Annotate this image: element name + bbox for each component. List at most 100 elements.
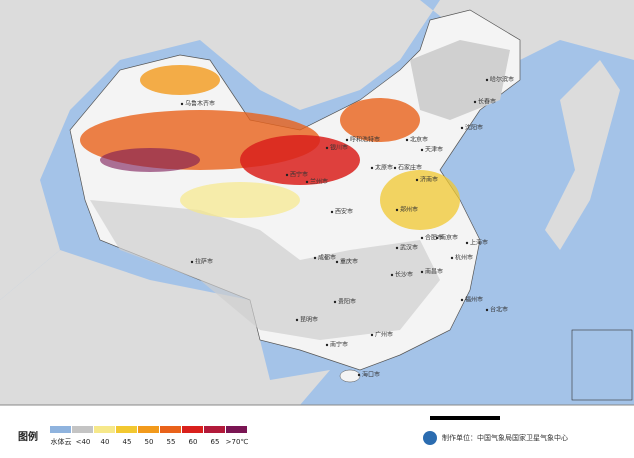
legend-label: 60: [189, 438, 198, 446]
legend-swatch: [72, 426, 93, 433]
city-label: 武汉市: [400, 244, 418, 252]
city-label: 天津市: [425, 146, 443, 154]
city-dot: [393, 166, 397, 170]
city-dot: [395, 208, 399, 212]
city-label: 北京市: [410, 136, 428, 144]
city-label: 福州市: [465, 296, 483, 304]
city-dot: [395, 246, 399, 250]
legend-swatch: [94, 426, 115, 433]
heat-area: [380, 170, 460, 230]
city-label: 广州市: [375, 331, 393, 339]
neighbor-land: [0, 0, 634, 300]
legend-swatch: [50, 426, 71, 433]
city-dot: [473, 100, 477, 104]
city-label: 昆明市: [300, 316, 318, 324]
city-dot: [330, 210, 334, 214]
city-label: 贵阳市: [338, 298, 356, 306]
city-label: 上海市: [470, 239, 488, 247]
heat-area: [100, 148, 200, 172]
legend: 水体云 <40 40 45 50 55 60 65 >70℃: [50, 426, 248, 446]
cloud-region: [410, 40, 510, 120]
city-label: 南宁市: [330, 341, 348, 349]
legend-swatch: [226, 426, 247, 433]
city-dot: [357, 373, 361, 377]
city-dot: [390, 273, 394, 277]
credit: 制作单位：中国气象局国家卫星气象中心: [442, 433, 568, 442]
logo: [423, 431, 437, 445]
city-label: 杭州市: [455, 254, 473, 262]
city-label: 乌鲁木齐市: [185, 100, 215, 108]
neighbor-land: [0, 250, 330, 405]
city-label: 呼和浩特市: [350, 136, 380, 144]
legend-label: >70℃: [226, 438, 249, 446]
city-dot: [313, 256, 317, 260]
city-dot: [285, 173, 289, 177]
city-label: 南昌市: [425, 268, 443, 276]
cloud-region: [90, 200, 440, 340]
legend-label: 55: [167, 438, 176, 446]
city-label: 海口市: [362, 371, 380, 379]
scale-bar: [430, 416, 500, 420]
city-dot: [305, 180, 309, 184]
city-label: 郑州市: [400, 206, 418, 214]
legend-swatch: [160, 426, 181, 433]
legend-label: 50: [145, 438, 154, 446]
heat-area: [240, 135, 360, 185]
city-dot: [345, 138, 349, 142]
legend-label: 水体云: [51, 437, 72, 446]
heat-area: [180, 182, 300, 218]
city-dot: [465, 241, 469, 245]
city-label: 西安市: [335, 208, 353, 216]
legend-label: 45: [123, 438, 132, 446]
city-dot: [485, 308, 489, 312]
city-label: 长沙市: [395, 271, 413, 279]
city-dot: [415, 178, 419, 182]
city-label: 成都市: [318, 254, 336, 262]
city-dot: [420, 236, 424, 240]
city-dot: [460, 126, 464, 130]
south-sea-inset: [571, 329, 633, 401]
city-label: 银川市: [330, 144, 348, 152]
city-dot: [485, 78, 489, 82]
city-label: 沈阳市: [465, 124, 483, 132]
legend-swatch: [204, 426, 225, 433]
japan: [545, 60, 620, 250]
city-dot: [405, 138, 409, 142]
city-dot: [460, 298, 464, 302]
heat-area: [340, 98, 420, 142]
legend-label: 40: [101, 438, 110, 446]
legend-title: 图例: [18, 430, 38, 443]
city-dot: [370, 166, 374, 170]
city-dot: [190, 260, 194, 264]
city-dot: [370, 333, 374, 337]
city-label: 太原市: [375, 164, 393, 172]
city-dot: [180, 102, 184, 106]
city-label: 拉萨市: [195, 258, 213, 266]
city-label: 哈尔滨市: [490, 76, 514, 84]
legend-swatch: [182, 426, 203, 433]
city-dot: [435, 236, 439, 240]
city-dot: [325, 146, 329, 150]
city-dot: [420, 270, 424, 274]
city-label: 重庆市: [340, 258, 358, 266]
city-label: 西宁市: [290, 171, 308, 179]
city-dot: [295, 318, 299, 322]
city-label: 石家庄市: [398, 164, 422, 172]
legend-label: 65: [211, 438, 220, 446]
legend-swatch: [138, 426, 159, 433]
city-label: 南京市: [440, 234, 458, 242]
city-label: 济南市: [420, 176, 438, 184]
city-dot: [450, 256, 454, 260]
city-dot: [335, 260, 339, 264]
city-label: 台北市: [490, 306, 508, 314]
city-label: 长春市: [478, 98, 496, 106]
legend-label: <40: [76, 438, 91, 446]
heat-area: [140, 65, 220, 95]
city-dot: [325, 343, 329, 347]
city-dot: [420, 148, 424, 152]
city-label: 兰州市: [310, 178, 328, 186]
legend-swatch: [116, 426, 137, 433]
hainan: [339, 369, 361, 383]
